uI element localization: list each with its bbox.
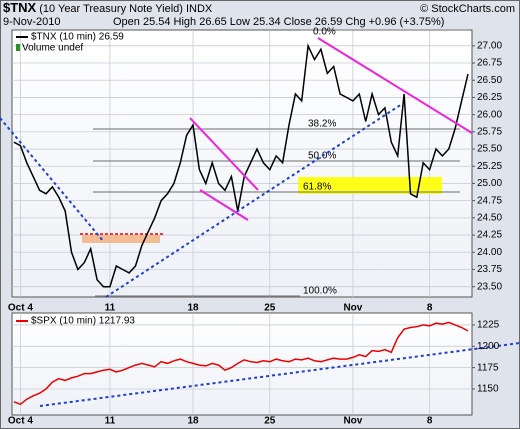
yellow-zone <box>298 177 442 194</box>
trend-lines <box>0 103 520 407</box>
symbol-code: $TNX <box>3 0 37 15</box>
volume-swatch <box>16 44 20 51</box>
y-tick-label: 25.25 <box>477 161 502 172</box>
y-tick-label: 1175 <box>477 362 499 373</box>
legend-entry: $SPX (10 min) 1217.93 <box>31 316 135 327</box>
x-tick-label: 8 <box>427 416 433 427</box>
fib-lines <box>93 29 470 297</box>
x-tick-label: Nov <box>343 303 362 314</box>
trend-line <box>39 342 520 407</box>
x-tick-label: 25 <box>264 303 276 314</box>
y-tick-label: 25.50 <box>477 144 502 155</box>
trend-line <box>0 117 105 243</box>
fib-label: 61.8% <box>303 182 331 193</box>
y-tick-label: 26.50 <box>477 75 502 86</box>
y-tick-label: 24.00 <box>477 247 502 258</box>
trend-line <box>105 103 403 298</box>
symbol-description: (10 Year Treasury Note Yield) INDX <box>39 3 213 15</box>
price-line <box>13 321 469 406</box>
x-tick-label: Oct 4 <box>8 303 33 314</box>
x-tick-label: 18 <box>187 303 199 314</box>
y-tick-label: 26.25 <box>477 92 502 103</box>
fib-label: 38.2% <box>308 119 336 130</box>
fib-label: 100.0% <box>303 286 337 297</box>
channel-line <box>189 117 259 191</box>
y-tick-label: 23.75 <box>477 264 502 275</box>
upper-panel <box>11 29 473 298</box>
x-tick-label: Oct 4 <box>8 416 33 427</box>
y-tick-label: 1150 <box>477 384 499 395</box>
y-tick-label: 26.75 <box>477 58 502 69</box>
symbol: $TNX (10 Year Treasury Note Yield) INDX <box>3 0 213 15</box>
x-tick-label: Nov <box>343 416 362 427</box>
x-tick-label: 25 <box>264 416 276 427</box>
y-tick-label: 24.75 <box>477 195 502 206</box>
legend-entry: $TNX (10 min) 26.59 <box>31 32 124 43</box>
credit: © StockCharts.com <box>420 3 515 15</box>
y-tick-label: 27.00 <box>477 40 502 51</box>
y-tick-label: 1200 <box>477 341 500 352</box>
orange-zone <box>82 235 160 243</box>
legend-note: Volume undef <box>22 43 83 54</box>
y-tick-label: 25.75 <box>477 126 502 137</box>
channel-line <box>199 189 249 221</box>
quote: Open 25.54 High 26.65 Low 25.34 Close 26… <box>113 16 444 28</box>
price-line <box>13 43 469 288</box>
x-tick-label: 11 <box>105 416 116 427</box>
x-tick-label: 18 <box>187 416 199 427</box>
channel-lines <box>189 37 473 221</box>
y-tick-label: 24.25 <box>477 230 502 241</box>
y-tick-label: 1225 <box>477 320 500 331</box>
y-tick-label: 24.50 <box>477 213 502 224</box>
channel-line <box>317 37 473 134</box>
lower-panel <box>11 312 473 416</box>
y-tick-label: 25.00 <box>477 178 502 189</box>
date: 9-Nov-2010 <box>3 16 60 28</box>
fib-label: 0.0% <box>313 27 336 38</box>
y-tick-label: 26.00 <box>477 109 502 120</box>
y-tick-label: 23.50 <box>477 281 502 292</box>
x-tick-label: 8 <box>427 303 433 314</box>
x-tick-label: 11 <box>105 303 116 314</box>
